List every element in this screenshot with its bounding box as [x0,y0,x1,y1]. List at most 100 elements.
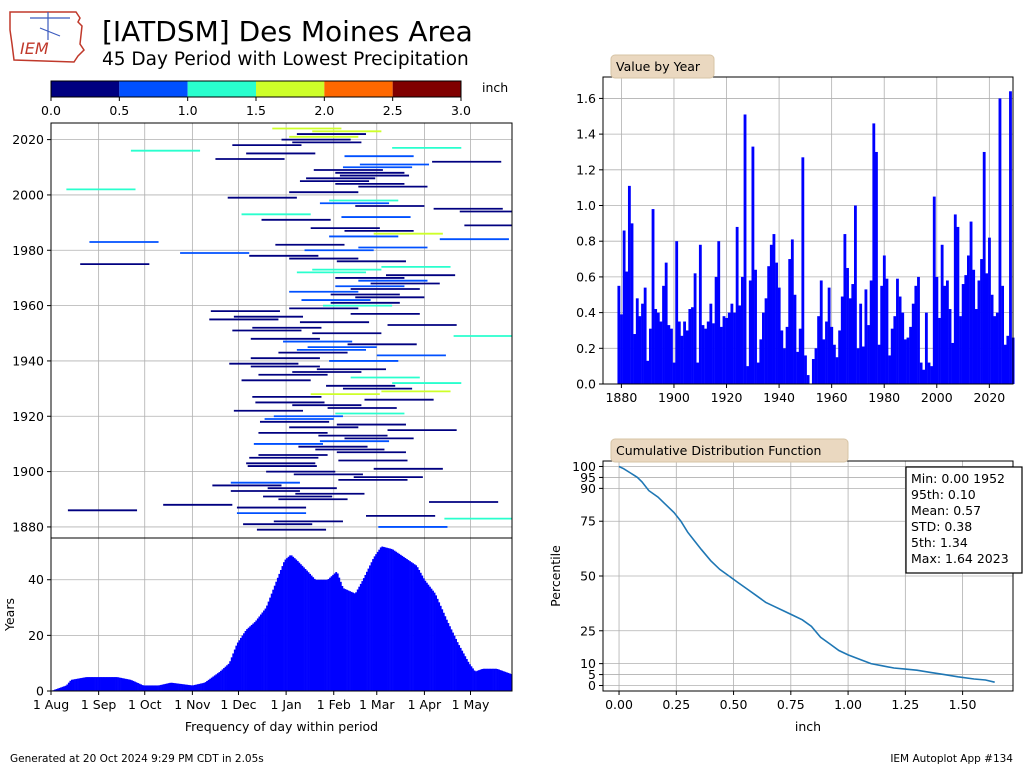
frequency-bar [364,574,367,691]
frequency-bar [198,683,201,691]
frequency-bar [346,589,348,691]
frequency-bar [441,609,444,691]
year-bar [822,339,826,384]
frequency-bar [507,672,510,691]
year-bar [688,309,692,384]
colorbar-swatch [324,81,393,97]
year-bar [869,280,873,384]
year-bar [646,360,650,384]
y-tick-label: 0.6 [576,269,596,284]
frequency-bar [144,685,147,691]
frequency-bar [355,592,358,691]
frequency-bar [196,684,199,691]
y-tick-label: 40 [28,572,44,587]
frequency-bar [496,669,499,691]
year-bar [990,294,994,384]
frequency-bar [435,595,438,691]
frequency-bar [504,671,507,691]
frequency-bar [362,578,365,691]
x-tick-label: 1920 [711,390,743,405]
year-bar [751,146,755,384]
frequency-bar [324,579,327,691]
frequency-bar [298,562,301,691]
year-bar [864,289,868,384]
y-tick-label: 0.8 [576,234,596,249]
frequency-bar [467,661,470,691]
frequency-bar [313,578,316,691]
year-bar [762,312,765,384]
year-bar [691,307,694,384]
frequency-bar [382,546,385,691]
year-bar [620,314,623,384]
stats-box-line: STD: 0.38 [911,519,972,534]
y-tick-label: 0 [588,678,596,693]
year-bar [972,269,976,384]
year-bar [793,294,797,384]
frequency-bar [195,684,198,691]
year-bar [764,298,768,384]
x-tick-label: 1 Oct [128,697,162,712]
year-bar [867,325,870,384]
year-bar [888,355,891,384]
y-tick-label: 0 [36,684,44,699]
x-tick-label: 1 Apr [408,697,442,712]
x-tick-label: 1 Mar [359,697,395,712]
frequency-bar [94,677,96,691]
frequency-bar [190,685,193,691]
frequency-bar [192,685,195,691]
frequency-bar [263,610,265,691]
year-bar [641,303,644,384]
frequency-bar [415,565,418,691]
frequency-bar [121,678,124,691]
frequency-bar [482,668,485,691]
y-tick-label: 0.2 [576,341,596,356]
frequency-bar [132,680,135,691]
frequency-bar [55,689,58,691]
x-axis-label: Frequency of day within period [185,719,378,734]
period-timeline-chart: 1880 1900 1920 1940 1960 1980 2000 2020 [12,122,513,539]
frequency-bar [264,608,267,691]
year-bar [943,285,947,384]
frequency-bar [293,558,296,691]
frequency-bar [319,579,322,691]
y-tick-label: 1920 [12,409,44,424]
frequency-bar [432,590,434,691]
x-tick-label: 1900 [658,390,690,405]
frequency-bar [401,555,404,691]
year-bar [880,285,884,384]
frequency-bar [372,559,374,691]
frequency-bar [80,678,83,691]
year-bar [727,312,731,384]
x-tick-label: 1 Dec [220,697,256,712]
year-bar [617,285,621,384]
year-bar [648,328,652,384]
frequency-bar [424,580,427,691]
frequency-bars [51,546,513,691]
year-bar [811,359,815,384]
frequency-bar [275,581,278,691]
year-bar [743,114,747,385]
frequency-bar [341,585,344,691]
frequency-bar [157,685,159,691]
frequency-bar [419,572,422,691]
frequency-bar [193,684,196,691]
frequency-bar [510,674,513,691]
frequency-bar [249,626,252,691]
frequency-bar [366,571,368,691]
frequency-bar [412,563,414,691]
frequency-bar [95,677,98,691]
frequency-bar [153,685,156,691]
frequency-bar [100,677,103,691]
frequency-bar [286,558,288,691]
year-bar [769,244,773,384]
x-tick-label: 1940 [763,390,795,405]
frequency-bar [226,665,229,691]
year-bar [898,296,902,384]
frequency-bar [147,685,150,691]
frequency-bar [246,629,248,691]
frequency-bar [429,586,431,691]
frequency-bar [315,579,318,691]
frequency-bar [309,573,311,691]
year-bar [998,98,1002,384]
